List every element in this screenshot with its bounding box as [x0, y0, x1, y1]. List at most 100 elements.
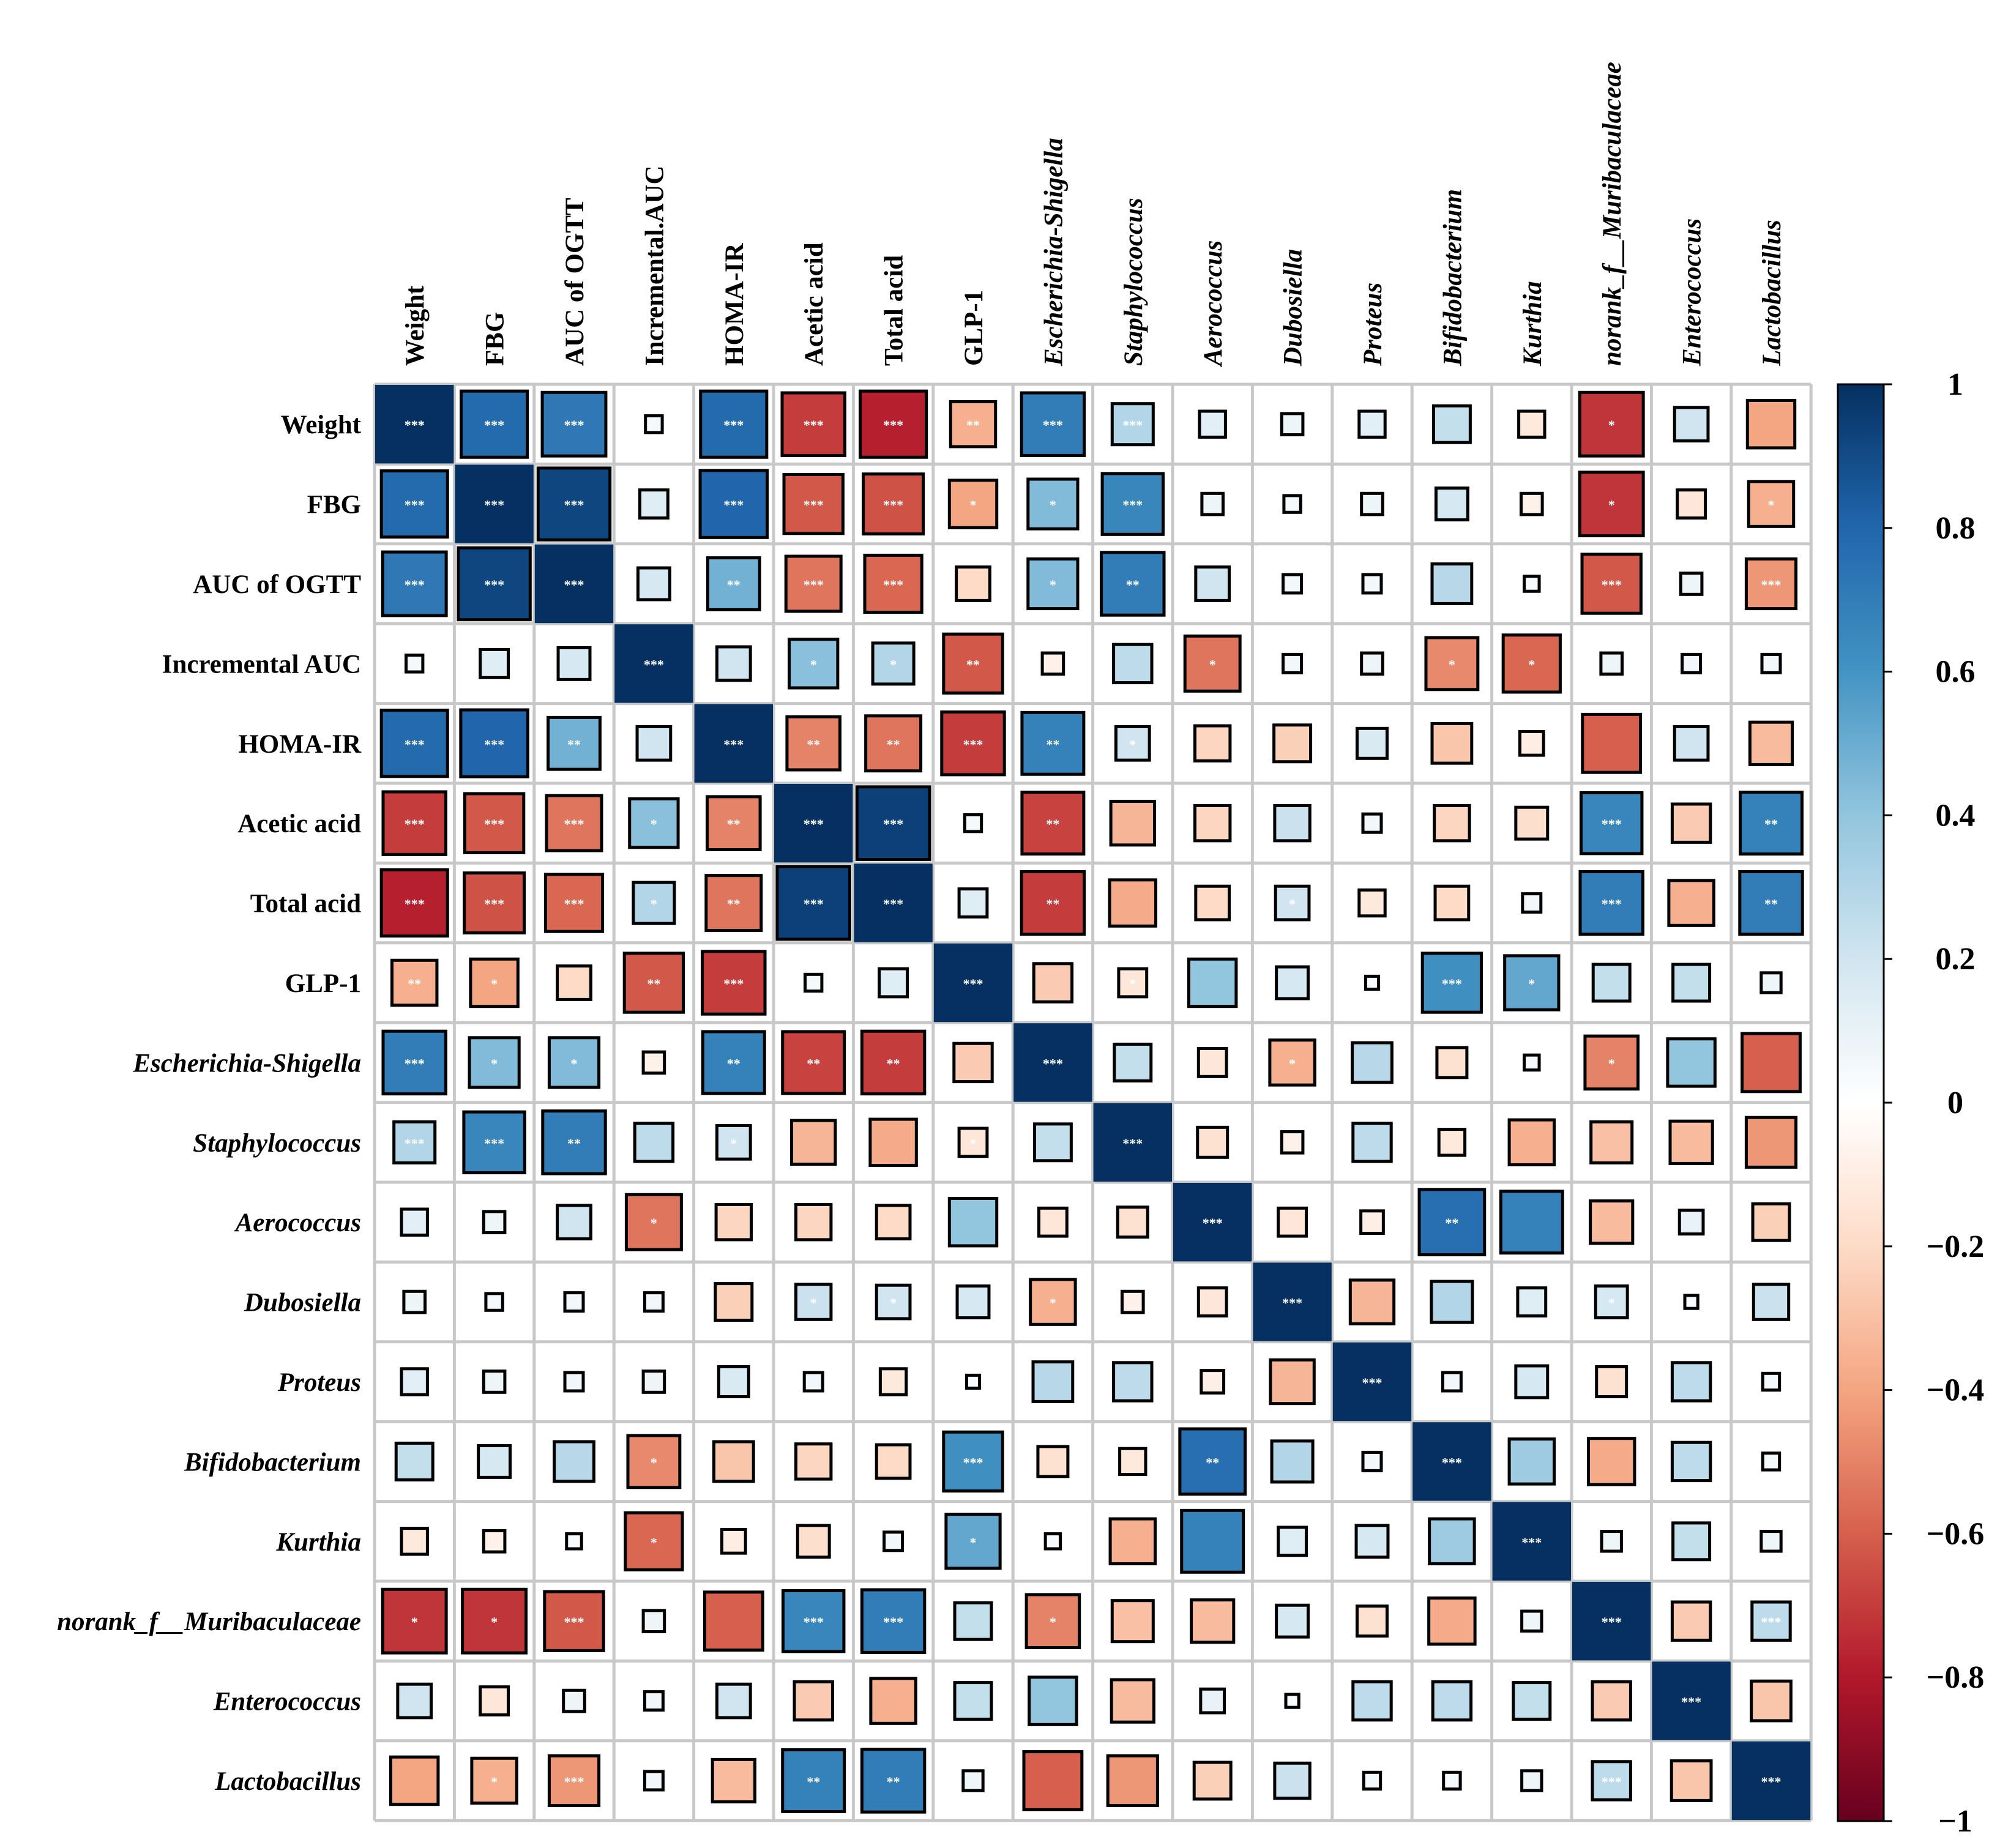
significance-mark: *	[890, 657, 897, 672]
cell-1-8	[1026, 477, 1080, 531]
cell-15-11	[1275, 1603, 1310, 1639]
cell-12-9	[1112, 1361, 1154, 1403]
significance-mark: ***	[1122, 497, 1143, 513]
significance-mark: *	[1608, 1056, 1615, 1071]
cell-17-12	[1362, 1770, 1382, 1791]
significance-mark: ***	[883, 1614, 903, 1630]
cell-7-15	[1591, 963, 1632, 1003]
significance-mark: **	[1206, 1455, 1219, 1470]
significance-mark: *	[1528, 657, 1535, 672]
row-label: Dubosiella	[244, 1289, 361, 1317]
cell-10-11	[1277, 1206, 1308, 1238]
cell-17-2	[547, 1754, 601, 1808]
cell-13-15	[1586, 1437, 1636, 1486]
cell-13-5	[794, 1442, 833, 1481]
significance-mark: **	[887, 737, 900, 752]
significance-mark: **	[1445, 1215, 1458, 1231]
cell-12-0	[400, 1367, 429, 1396]
cell-17-17	[1731, 1741, 1811, 1820]
cell-12-14	[1514, 1364, 1550, 1399]
cell-1-13	[1434, 486, 1469, 522]
significance-mark: **	[727, 1056, 741, 1071]
cell-13-13	[1412, 1422, 1491, 1501]
cell-14-12	[1354, 1524, 1390, 1559]
significance-mark: ***	[1043, 417, 1063, 433]
cell-12-15	[1595, 1365, 1629, 1398]
significance-mark: ***	[1602, 1774, 1622, 1789]
cell-7-9	[1117, 967, 1149, 999]
cell-7-12	[1364, 974, 1381, 991]
cell-2-11	[1282, 573, 1304, 595]
cell-15-17	[1750, 1600, 1792, 1642]
significance-mark: *	[970, 1535, 977, 1550]
significance-mark: *	[1129, 737, 1136, 752]
significance-mark: *	[810, 1295, 817, 1311]
cell-13-1	[477, 1444, 512, 1479]
cell-1-16	[1676, 488, 1707, 520]
significance-mark: **	[1764, 816, 1778, 832]
cell-2-14	[1523, 575, 1541, 593]
significance-mark: *	[890, 1295, 897, 1311]
significance-mark: **	[1046, 816, 1059, 832]
cell-9-10	[1196, 1125, 1229, 1159]
cell-4-12	[1356, 726, 1389, 760]
cell-3-10	[1183, 634, 1242, 693]
cell-16-9	[1110, 1678, 1155, 1724]
cell-16-13	[1431, 1680, 1473, 1722]
cell-15-16	[1670, 1600, 1712, 1642]
cell-5-7	[963, 813, 983, 833]
significance-mark: *	[1528, 976, 1535, 991]
cell-8-5	[781, 1030, 846, 1095]
colorbar-tick-label: −0.2	[1927, 1229, 1985, 1264]
cell-6-6	[854, 863, 933, 942]
row-label: Weight	[281, 411, 362, 439]
cell-17-5	[781, 1748, 846, 1813]
significance-mark: ***	[484, 417, 504, 433]
cell-7-6	[878, 967, 909, 999]
cell-16-14	[1512, 1681, 1552, 1721]
cell-3-11	[1282, 652, 1304, 674]
cell-5-11	[1273, 803, 1312, 843]
significance-mark: *	[491, 976, 498, 991]
significance-mark: *	[651, 816, 657, 832]
column-label: Weight	[401, 285, 430, 366]
cell-11-5	[794, 1283, 833, 1321]
cell-1-10	[1200, 491, 1225, 516]
significance-mark: **	[887, 1056, 900, 1071]
cell-7-5	[804, 972, 824, 993]
column-label: Incremental.AUC	[640, 165, 669, 366]
significance-mark: *	[1449, 657, 1455, 672]
cell-3-3	[614, 624, 693, 703]
cell-12-12	[1332, 1342, 1412, 1421]
cell-11-17	[1752, 1283, 1791, 1321]
cell-10-13	[1417, 1188, 1487, 1257]
significance-mark: ***	[1203, 1215, 1223, 1231]
significance-mark: **	[887, 1774, 900, 1789]
cell-13-14	[1507, 1437, 1556, 1486]
cell-16-2	[562, 1688, 586, 1713]
cell-2-2	[534, 544, 614, 624]
colorbar: 1 0.8 0.6 0.4 0.2 0 −0.2 −0.4 −0.6 −0.8 −1	[1837, 367, 1985, 1839]
significance-mark: ***	[564, 896, 584, 912]
cell-4-5	[785, 715, 841, 772]
cell-17-1	[470, 1756, 518, 1805]
significance-mark: ***	[804, 896, 824, 912]
cell-4-3	[635, 725, 673, 762]
significance-mark: ***	[1122, 1136, 1143, 1151]
significance-mark: ***	[1442, 976, 1462, 991]
grid-layer	[373, 382, 1813, 1822]
cell-3-12	[1360, 651, 1384, 676]
significance-mark: ***	[564, 816, 584, 832]
significance-mark: **	[1126, 577, 1140, 592]
cell-11-9	[1120, 1289, 1145, 1314]
significance-mark: *	[1050, 577, 1056, 592]
cell-9-9	[1093, 1103, 1172, 1182]
cell-2-9	[1100, 551, 1166, 617]
colorbar-gradient	[1837, 383, 1885, 1822]
cell-1-12	[1360, 491, 1384, 516]
cell-0-5	[780, 391, 846, 457]
cell-0-4	[699, 389, 769, 459]
significance-mark: ***	[1681, 1694, 1701, 1710]
cell-9-0	[392, 1120, 437, 1164]
row-label: norank_f__Muribaculaceae	[57, 1608, 361, 1636]
